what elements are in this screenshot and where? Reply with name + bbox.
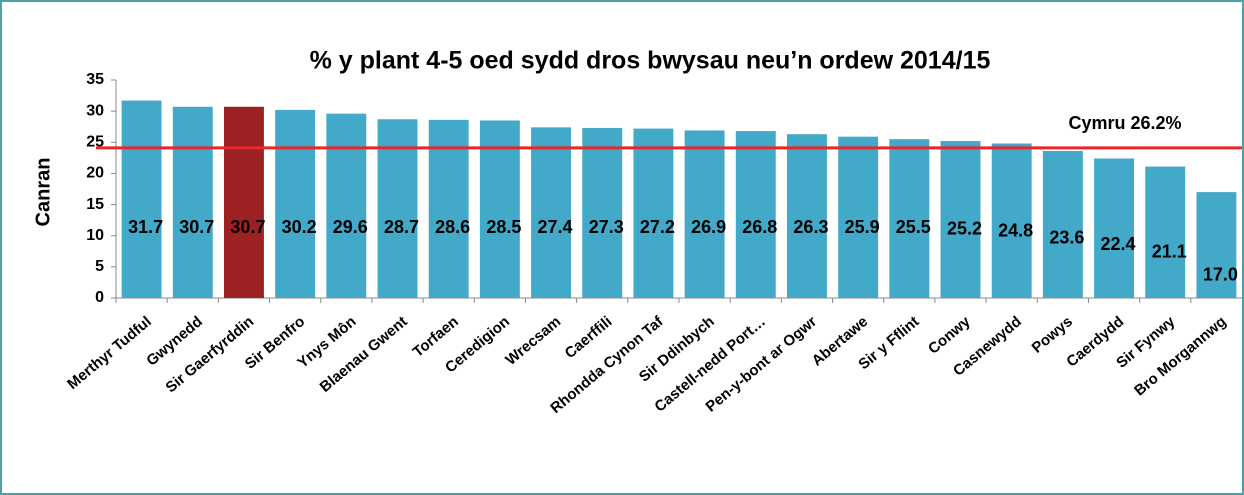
y-tick-label: 10	[86, 227, 104, 244]
bar	[531, 127, 572, 298]
y-tick-label: 15	[86, 196, 104, 213]
y-tick-label: 20	[86, 165, 104, 182]
y-tick-label: 0	[95, 289, 104, 306]
data-label: 27.2	[640, 217, 675, 237]
data-label: 27.4	[538, 217, 573, 237]
bar	[377, 119, 418, 299]
y-tick-label: 35	[86, 71, 104, 88]
y-tick-label: 30	[86, 102, 104, 119]
bar	[1196, 192, 1237, 298]
bar	[889, 139, 930, 298]
data-label: 17.0	[1203, 264, 1238, 284]
data-label: 23.6	[1049, 227, 1084, 247]
data-label: 24.8	[998, 221, 1033, 241]
bar	[940, 141, 981, 298]
chart-title: % y plant 4-5 oed sydd dros bwysau neu’n…	[310, 47, 991, 75]
bar	[1094, 158, 1135, 298]
bar	[223, 106, 264, 298]
bar	[1145, 166, 1186, 298]
data-label: 29.6	[333, 217, 368, 237]
data-label: 31.7	[128, 217, 163, 237]
data-label: 28.7	[384, 217, 419, 237]
data-label: 30.7	[179, 217, 214, 237]
bar	[991, 143, 1032, 298]
data-label: 28.5	[486, 217, 521, 237]
annotation: Cymru 26.2%	[1068, 113, 1181, 133]
data-label: 25.5	[896, 217, 931, 237]
data-label: 26.8	[742, 217, 777, 237]
data-label: 30.2	[282, 217, 317, 237]
bar	[428, 119, 469, 298]
data-label: 21.1	[1152, 241, 1187, 261]
data-label: 26.3	[793, 217, 828, 237]
data-label: 26.9	[691, 217, 726, 237]
data-label: 28.6	[435, 217, 470, 237]
data-label: 25.9	[845, 217, 880, 237]
y-axis-label: Canran	[32, 158, 54, 227]
bar	[633, 128, 674, 298]
data-label: 27.3	[589, 217, 624, 237]
bar	[275, 109, 316, 298]
bar	[582, 127, 623, 299]
bar	[838, 136, 879, 298]
bar	[479, 120, 520, 298]
data-label: 25.2	[947, 218, 982, 238]
bar	[326, 113, 367, 299]
y-tick-label: 25	[86, 134, 104, 151]
data-label: 22.4	[1101, 234, 1136, 254]
bar	[786, 134, 827, 298]
bar	[684, 130, 725, 298]
data-label: 30.7	[230, 217, 265, 237]
bar	[172, 106, 213, 298]
bar	[735, 131, 776, 298]
y-tick-label: 5	[95, 258, 104, 275]
bar	[121, 100, 162, 298]
bar	[1042, 151, 1083, 298]
